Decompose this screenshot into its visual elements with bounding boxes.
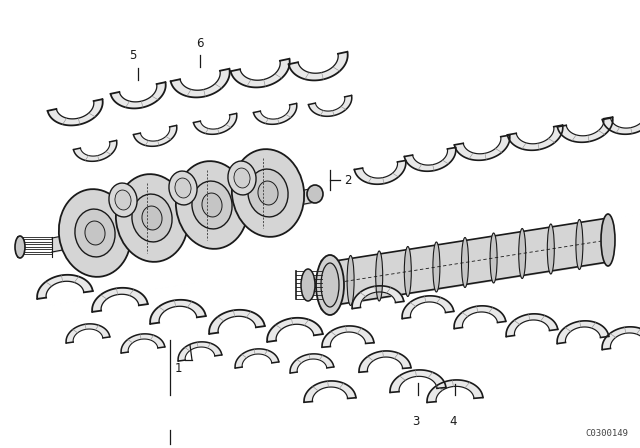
Text: 2: 2: [344, 173, 351, 186]
Polygon shape: [602, 111, 640, 134]
Ellipse shape: [547, 224, 554, 274]
Ellipse shape: [347, 255, 354, 306]
Ellipse shape: [169, 171, 197, 205]
Polygon shape: [427, 380, 483, 402]
Polygon shape: [308, 95, 352, 116]
Polygon shape: [134, 125, 177, 146]
Ellipse shape: [321, 263, 339, 307]
Polygon shape: [304, 381, 356, 402]
Ellipse shape: [316, 255, 344, 315]
Polygon shape: [289, 52, 348, 80]
Polygon shape: [74, 140, 116, 161]
Polygon shape: [454, 135, 510, 160]
Polygon shape: [602, 327, 640, 349]
Text: 6: 6: [196, 37, 204, 50]
Ellipse shape: [232, 149, 304, 237]
Ellipse shape: [15, 236, 25, 258]
Polygon shape: [253, 103, 297, 124]
Polygon shape: [209, 310, 265, 334]
Polygon shape: [404, 147, 456, 171]
Polygon shape: [121, 334, 164, 353]
Ellipse shape: [228, 161, 256, 195]
Polygon shape: [290, 354, 334, 373]
Ellipse shape: [258, 181, 278, 205]
Polygon shape: [171, 69, 230, 97]
Ellipse shape: [248, 169, 288, 217]
Ellipse shape: [404, 246, 412, 297]
Polygon shape: [359, 351, 411, 372]
Text: C0300149: C0300149: [585, 429, 628, 438]
Ellipse shape: [176, 161, 248, 249]
Polygon shape: [557, 321, 609, 344]
Text: 1: 1: [175, 362, 182, 375]
Polygon shape: [178, 342, 222, 361]
Ellipse shape: [192, 181, 232, 229]
Ellipse shape: [234, 168, 250, 188]
Polygon shape: [355, 160, 406, 184]
Ellipse shape: [85, 221, 105, 245]
Ellipse shape: [605, 215, 611, 265]
Polygon shape: [390, 370, 446, 392]
Polygon shape: [454, 306, 506, 329]
Polygon shape: [508, 125, 563, 150]
Polygon shape: [47, 99, 102, 125]
Polygon shape: [230, 59, 290, 87]
Text: 3: 3: [412, 415, 420, 428]
Ellipse shape: [376, 251, 383, 301]
Polygon shape: [322, 326, 374, 347]
Polygon shape: [506, 314, 557, 336]
Polygon shape: [37, 275, 93, 299]
Ellipse shape: [202, 193, 222, 217]
Polygon shape: [402, 296, 454, 319]
Text: 4: 4: [449, 415, 457, 428]
Polygon shape: [235, 349, 279, 368]
Ellipse shape: [319, 260, 326, 310]
Polygon shape: [557, 117, 612, 142]
Polygon shape: [267, 318, 323, 342]
Ellipse shape: [490, 233, 497, 283]
Ellipse shape: [307, 185, 323, 203]
Ellipse shape: [75, 209, 115, 257]
Ellipse shape: [461, 237, 468, 288]
Ellipse shape: [576, 220, 583, 270]
Ellipse shape: [109, 183, 137, 217]
Polygon shape: [66, 324, 110, 343]
Ellipse shape: [518, 228, 525, 279]
Polygon shape: [92, 288, 148, 312]
Text: 5: 5: [129, 49, 137, 62]
Polygon shape: [352, 286, 404, 309]
Ellipse shape: [601, 214, 615, 266]
Polygon shape: [111, 82, 166, 108]
Ellipse shape: [116, 174, 188, 262]
Ellipse shape: [115, 190, 131, 210]
Ellipse shape: [142, 206, 162, 230]
Ellipse shape: [433, 242, 440, 292]
Ellipse shape: [59, 189, 131, 277]
Ellipse shape: [301, 269, 315, 301]
Polygon shape: [150, 300, 205, 324]
Ellipse shape: [175, 178, 191, 198]
Polygon shape: [193, 113, 237, 134]
Ellipse shape: [132, 194, 172, 242]
